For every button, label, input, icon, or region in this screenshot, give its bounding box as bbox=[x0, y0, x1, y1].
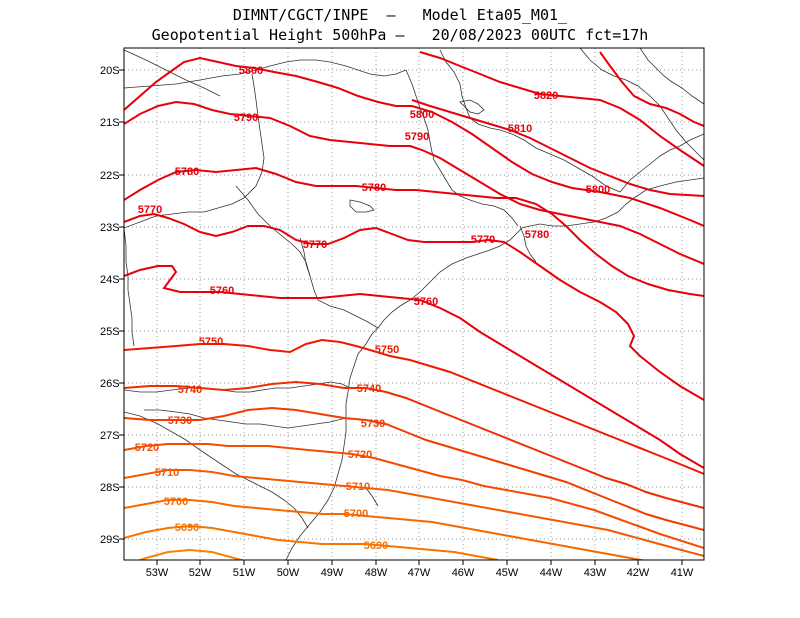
lon-tick-label: 53W bbox=[146, 567, 169, 579]
contour-label: 5770 bbox=[303, 239, 327, 251]
lat-tick-label: 26S bbox=[100, 378, 120, 390]
lat-tick-label: 29S bbox=[100, 534, 120, 546]
contour-5800-east bbox=[599, 51, 704, 127]
contour-5680 bbox=[137, 548, 246, 560]
lon-tick-label: 46W bbox=[452, 567, 475, 579]
contour-label: 5740 bbox=[357, 383, 381, 395]
contour-5710 bbox=[124, 469, 704, 557]
latitude-axis: 20S 21S 22S 23S 24S 25S 26S 27S 28S 29S bbox=[100, 65, 120, 546]
contour-label: 5690 bbox=[364, 540, 388, 552]
contour-label: 5720 bbox=[135, 442, 159, 454]
lat-tick-label: 27S bbox=[100, 430, 120, 442]
chart-title-line-1: DIMNT/CGCT/INPE – Model Eta05_M01_ bbox=[232, 6, 568, 24]
lon-tick-label: 44W bbox=[540, 567, 563, 579]
lat-tick-label: 24S bbox=[100, 274, 120, 286]
contour-5780 bbox=[124, 166, 704, 297]
lon-tick-label: 43W bbox=[584, 567, 607, 579]
lon-tick-label: 45W bbox=[496, 567, 519, 579]
lat-tick-label: 20S bbox=[100, 65, 120, 77]
contour-5760 bbox=[124, 265, 704, 469]
map-frame bbox=[123, 47, 705, 561]
lon-tick-label: 47W bbox=[408, 567, 431, 579]
contour-label: 5740 bbox=[178, 384, 202, 396]
contour-label: 5710 bbox=[346, 481, 370, 493]
lat-tick-label: 28S bbox=[100, 482, 120, 494]
contour-label: 5800 bbox=[410, 109, 434, 121]
contour-5800-main bbox=[124, 56, 704, 227]
contour-label: 5690 bbox=[175, 522, 199, 534]
contour-label: 5810 bbox=[508, 123, 532, 135]
lat-tick-label: 23S bbox=[100, 222, 120, 234]
lon-tick-label: 52W bbox=[189, 567, 212, 579]
contour-label: 5730 bbox=[168, 415, 192, 427]
contour-label: 5770 bbox=[471, 234, 495, 246]
chart-title-line-2: Geopotential Height 500hPa – 20/08/2023 … bbox=[151, 26, 649, 44]
height-contours bbox=[124, 51, 704, 560]
grid-lines bbox=[124, 48, 704, 560]
coastline-and-borders bbox=[124, 48, 704, 560]
lat-tick-label: 25S bbox=[100, 326, 120, 338]
contour-5720 bbox=[124, 443, 704, 549]
contour-label: 5780 bbox=[362, 182, 386, 194]
contour-label: 5760 bbox=[210, 285, 234, 297]
contour-label: 5730 bbox=[361, 418, 385, 430]
lon-tick-label: 48W bbox=[365, 567, 388, 579]
lon-tick-label: 49W bbox=[321, 567, 344, 579]
lon-tick-label: 51W bbox=[233, 567, 256, 579]
contour-5820 bbox=[419, 51, 704, 167]
contour-label: 5780 bbox=[525, 229, 549, 241]
contour-label: 5790 bbox=[405, 131, 429, 143]
contour-label: 5720 bbox=[348, 449, 372, 461]
contour-5770 bbox=[124, 212, 704, 401]
lon-tick-label: 42W bbox=[627, 567, 650, 579]
lat-tick-label: 22S bbox=[100, 170, 120, 182]
contour-5690 bbox=[124, 524, 499, 560]
contour-label: 5800 bbox=[239, 65, 263, 77]
contour-label: 5770 bbox=[138, 204, 162, 216]
contour-5750 bbox=[124, 338, 704, 475]
contour-label: 5710 bbox=[155, 467, 179, 479]
contour-label: 5820 bbox=[534, 90, 558, 102]
contour-label: 5780 bbox=[175, 166, 199, 178]
contour-label: 5750 bbox=[375, 344, 399, 356]
contour-label: 5700 bbox=[344, 508, 368, 520]
longitude-axis: 53W 52W 51W 50W 49W 48W 47W 46W 45W 44W … bbox=[146, 567, 694, 579]
lat-tick-label: 21S bbox=[100, 117, 120, 129]
contour-5740 bbox=[124, 380, 704, 509]
contour-label: 5700 bbox=[164, 496, 188, 508]
contour-label: 5790 bbox=[234, 112, 258, 124]
contour-5810 bbox=[411, 99, 704, 197]
contour-label: 5800 bbox=[586, 184, 610, 196]
contour-label: 5750 bbox=[199, 336, 223, 348]
contour-labels: 5820 5810 5800 5800 5800 5790 5790 5780 … bbox=[135, 65, 610, 552]
contour-5700 bbox=[124, 499, 647, 560]
contour-5730 bbox=[124, 406, 704, 531]
lon-tick-label: 41W bbox=[671, 567, 694, 579]
tick-marks bbox=[119, 69, 683, 565]
contour-label: 5760 bbox=[414, 296, 438, 308]
lon-tick-label: 50W bbox=[277, 567, 300, 579]
contour-5790 bbox=[124, 100, 704, 265]
